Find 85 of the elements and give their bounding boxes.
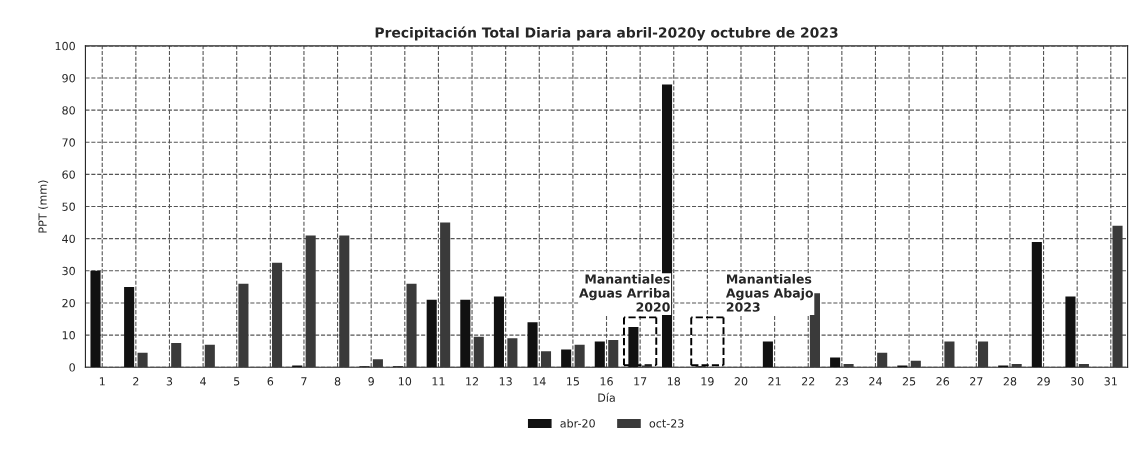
- x-tick-label: 23: [835, 377, 849, 386]
- x-tick-label: 28: [1003, 377, 1017, 386]
- bar: [339, 235, 350, 368]
- x-tick-label: 31: [1104, 377, 1117, 386]
- x-tick-label: 15: [567, 377, 579, 386]
- y-tick-label: 30: [62, 266, 75, 276]
- x-tick-label: 14: [533, 377, 546, 386]
- x-tick-label: 4: [200, 377, 206, 386]
- x-tick-label: 2: [133, 377, 139, 386]
- bar: [1112, 225, 1123, 368]
- bar: [124, 286, 135, 368]
- x-tick-label: 27: [970, 377, 983, 386]
- x-tick-label: 8: [334, 377, 341, 386]
- x-tick-label: 17: [634, 377, 647, 386]
- bar: [473, 336, 484, 368]
- bar: [978, 341, 989, 368]
- bar: [171, 343, 182, 368]
- bar: [137, 352, 148, 368]
- bar: [877, 352, 888, 368]
- bar: [574, 344, 585, 368]
- y-tick-label: 90: [62, 74, 75, 83]
- legend-label: oct-23: [649, 419, 684, 428]
- y-tick-label: 10: [62, 331, 75, 340]
- y-tick-label: 0: [69, 363, 75, 372]
- bar: [507, 338, 518, 368]
- x-tick-label: 25: [902, 377, 916, 386]
- x-tick-label: 22: [801, 377, 815, 386]
- bar: [910, 360, 921, 368]
- x-axis-title: Día: [598, 392, 615, 402]
- y-tick-label: 80: [62, 106, 75, 115]
- bar: [238, 283, 249, 368]
- x-tick-label: 5: [234, 377, 240, 386]
- bar: [608, 339, 619, 368]
- bar: [1065, 296, 1076, 368]
- bar: [762, 341, 773, 368]
- y-tick-label: 20: [62, 298, 75, 308]
- bar: [527, 322, 538, 368]
- annotation: Manantiales Aguas Arriba 2020: [579, 274, 670, 312]
- x-tick-label: 29: [1037, 377, 1050, 386]
- x-tick-label: 10: [398, 377, 412, 386]
- x-tick-label: 19: [701, 377, 714, 386]
- bar: [1011, 363, 1022, 368]
- annotation: Manantiales Aguas Abajo 2023: [725, 274, 813, 312]
- y-tick-label: 40: [62, 234, 75, 244]
- x-tick-label: 1: [99, 377, 105, 386]
- bar: [272, 262, 283, 368]
- bar: [406, 283, 417, 368]
- x-tick-label: 26: [936, 377, 950, 386]
- bar: [561, 349, 572, 368]
- x-tick-label: 30: [1070, 377, 1084, 386]
- x-tick-label: 13: [499, 377, 512, 386]
- x-tick-label: 11: [432, 377, 445, 386]
- x-tick-label: 7: [301, 377, 307, 386]
- bar: [830, 357, 841, 368]
- bar: [594, 341, 605, 368]
- x-tick-label: 9: [368, 377, 374, 386]
- bar: [90, 270, 101, 368]
- x-tick-label: 12: [466, 377, 478, 386]
- bar: [460, 299, 471, 368]
- chart-title: Precipitación Total Diaria para abril-2020y octubre de 2023: [375, 26, 838, 41]
- y-axis-title: PPT (mm): [38, 180, 49, 233]
- bar: [204, 344, 215, 368]
- bar: [944, 341, 955, 368]
- bar: [540, 351, 552, 368]
- bar: [440, 222, 451, 368]
- x-tick-label: 16: [600, 377, 613, 386]
- y-tick-label: 70: [62, 138, 75, 147]
- bar: [493, 296, 504, 368]
- y-tick-label: 50: [62, 202, 75, 211]
- legend-label: abr-20: [560, 418, 595, 428]
- x-tick-label: 24: [869, 377, 882, 386]
- bar: [372, 359, 383, 368]
- bar: [1078, 363, 1089, 368]
- x-tick-label: 21: [768, 377, 781, 386]
- x-tick-label: 3: [166, 377, 173, 386]
- y-tick-label: 60: [62, 170, 75, 179]
- x-tick-label: 20: [734, 377, 748, 386]
- y-tick-label: 100: [55, 41, 75, 51]
- x-tick-label: 6: [267, 377, 274, 386]
- bar: [426, 299, 437, 368]
- bar: [305, 235, 316, 368]
- bar: [1031, 241, 1042, 368]
- bar: [628, 327, 639, 368]
- x-tick-label: 18: [667, 377, 681, 386]
- bar: [843, 363, 854, 368]
